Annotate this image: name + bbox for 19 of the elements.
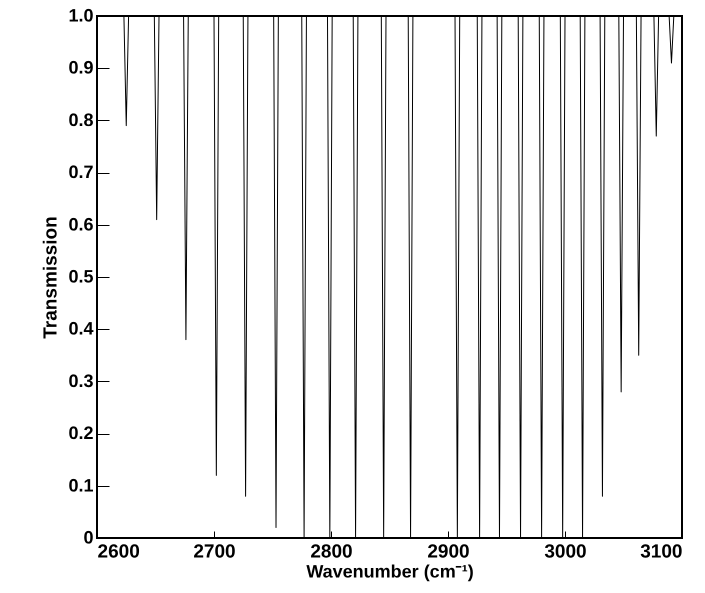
y-tick-label: 0.5 [68, 266, 94, 286]
y-tick-label: 0.6 [68, 214, 94, 234]
x-tick-label: 2700 [193, 542, 236, 562]
y-tick-label: 0.2 [68, 423, 94, 444]
x-tick-label: 2800 [310, 542, 353, 562]
y-tick-label: 0.1 [68, 475, 94, 496]
y-tick-label: 0.8 [68, 110, 94, 130]
x-tick-label: 2900 [427, 542, 470, 562]
x-tick-label: 3100 [640, 542, 682, 562]
x-axis-title: Wavenumber (cm⁻¹) [306, 562, 474, 582]
y-tick-label: 0.4 [68, 318, 94, 339]
y-tick-label: 0.7 [68, 162, 94, 182]
y-tick-label: 0.3 [68, 370, 94, 391]
y-tick-label: 1.0 [68, 6, 94, 26]
y-tick-label: 0.9 [68, 58, 94, 78]
y-tick-label: 0 [83, 528, 94, 548]
y-axis-title: Transmission [40, 216, 62, 339]
x-tick-label: 2600 [98, 542, 140, 562]
x-tick-label: 3000 [544, 542, 587, 562]
